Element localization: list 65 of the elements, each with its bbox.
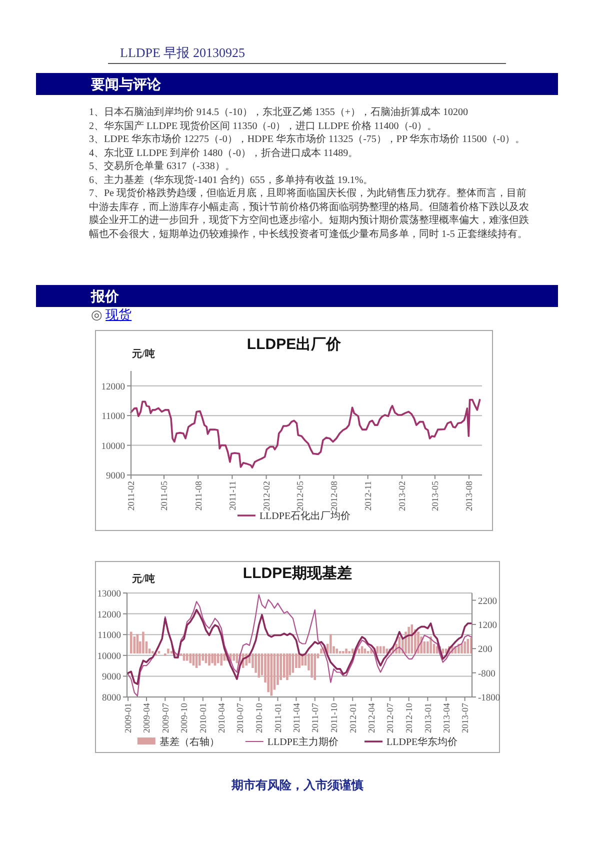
y-tick-label: 12000 — [97, 610, 122, 620]
x-tick-label: 2009-04 — [142, 702, 152, 733]
x-tick-label: 2011-10 — [328, 702, 339, 733]
y-tick-label: 11000 — [98, 631, 122, 642]
x-tick-label: 2013-05 — [430, 480, 440, 511]
x-tick-label: 2013-08 — [464, 480, 474, 511]
y2-tick-label: -1800 — [478, 694, 500, 704]
x-tick-label: 2009-10 — [179, 702, 190, 733]
x-tick-label: 2013-07 — [460, 702, 470, 733]
text: 期市有风险，入市须谨慎 — [230, 778, 364, 792]
legend-label: LLDPE石化出厂均价 — [259, 510, 351, 522]
y-tick-label: 8000 — [102, 694, 122, 704]
y-tick-label: 9000 — [106, 472, 126, 482]
x-tick-label: 2012-07 — [385, 702, 396, 733]
y-tick-label: 9000 — [102, 672, 122, 683]
y-tick-label: 10000 — [97, 652, 122, 662]
y-axis-title: 元/吨 — [131, 348, 155, 360]
x-tick-label: 2012-02 — [261, 481, 272, 511]
text: 4、东北亚 LLDPE 到岸价 1480（-0），折合进口成本 11489。 — [89, 146, 360, 160]
text: 报价 — [91, 287, 119, 306]
x-tick-label: 2012-04 — [366, 702, 376, 733]
x-tick-label: 2010-04 — [216, 702, 227, 733]
x-tick-label: 2011-04 — [291, 702, 302, 733]
x-tick-label: 2013-01 — [422, 703, 433, 733]
x-tick-label: 2009-01 — [123, 703, 134, 733]
text: 要闻与评论 — [91, 75, 161, 94]
text: 7、Pe 现货价格跌势趋缓，但临近月底，且即将面临国庆长假，为此销售压力犹存。整体而言，目前中游去库存，而上游库存小幅走高，预计节前价格仍将面临弱势整理的格局。但随着价格下跌以及农膜企业开工的进一步回升，现货下方空间也逐步缩小。短期内预计期价震荡整理概率偏大，难涨但跌幅也不会很大，短期单边仍较难操作，中长线投资者可逢低少量布局多单，同时 1-5 正套继续持有。 — [89, 187, 530, 241]
legend-label: LLDPE主力期价 — [267, 736, 338, 748]
x-tick-label: 2012-08 — [328, 480, 339, 511]
y-tick-label: 10000 — [101, 442, 126, 452]
legend-label: 基差（右轴） — [159, 736, 220, 748]
text: ◎ 现货 — [91, 307, 132, 322]
x-tick-label: 2011-08 — [193, 480, 204, 511]
chart-title: LLDPE期现基差 — [242, 565, 352, 582]
y2-tick-label: 200 — [478, 645, 492, 656]
y-tick-label: 11000 — [102, 412, 126, 422]
x-tick-label: 2011-07 — [310, 702, 320, 733]
text: 1、日本石脑油到岸均价 914.5（-10），东北亚乙烯 1355（+），石脑油折算成本 10200 — [89, 106, 469, 120]
x-tick-label: 2011-01 — [272, 703, 283, 733]
x-tick-label: 2012-01 — [348, 703, 358, 733]
x-tick-label: 2011-05 — [159, 480, 170, 511]
x-tick-label: 2012-10 — [404, 702, 414, 733]
y-tick-label: 13000 — [97, 590, 122, 600]
text: LLDPE 早报 20130925 — [120, 45, 245, 60]
x-tick-label: 2011-11 — [227, 481, 238, 510]
text: 6、主力基差（华东现货-1401 合约）655，多单持有收益 19.1%。 — [89, 174, 374, 187]
y2-tick-label: -800 — [478, 669, 496, 680]
text: 2、华东国产 LLDPE 现货价区间 11350（-0），进口 LLDPE 价格 11400（-0）。 — [89, 120, 438, 133]
x-tick-label: 2012-05 — [294, 480, 305, 511]
x-tick-label: 2010-01 — [198, 703, 208, 733]
x-tick-label: 2013-02 — [397, 481, 408, 511]
x-tick-label: 2013-04 — [441, 702, 452, 733]
text: 3、LDPE 华东市场价 12275（-0），HDPE 华东市场价 11325（-75），PP 华东市场价 11500（-0）。 — [89, 133, 526, 146]
x-tick-label: 2009-07 — [160, 702, 170, 733]
x-tick-label: 2010-07 — [235, 702, 246, 733]
legend-label: LLDPE华东均价 — [386, 736, 458, 748]
chart-title: LLDPE出厂价 — [246, 336, 342, 353]
y2-tick-label: 1200 — [478, 620, 498, 631]
x-tick-label: 2011-02 — [126, 481, 136, 511]
x-tick-label: 2010-10 — [254, 702, 264, 733]
text: 5、交易所仓单量 6317（-338）。 — [89, 160, 236, 174]
y-tick-label: 12000 — [101, 382, 126, 392]
y2-tick-label: 2200 — [478, 596, 498, 607]
x-tick-label: 2012-11 — [363, 481, 374, 511]
y-axis-title: 元/吨 — [131, 573, 155, 585]
